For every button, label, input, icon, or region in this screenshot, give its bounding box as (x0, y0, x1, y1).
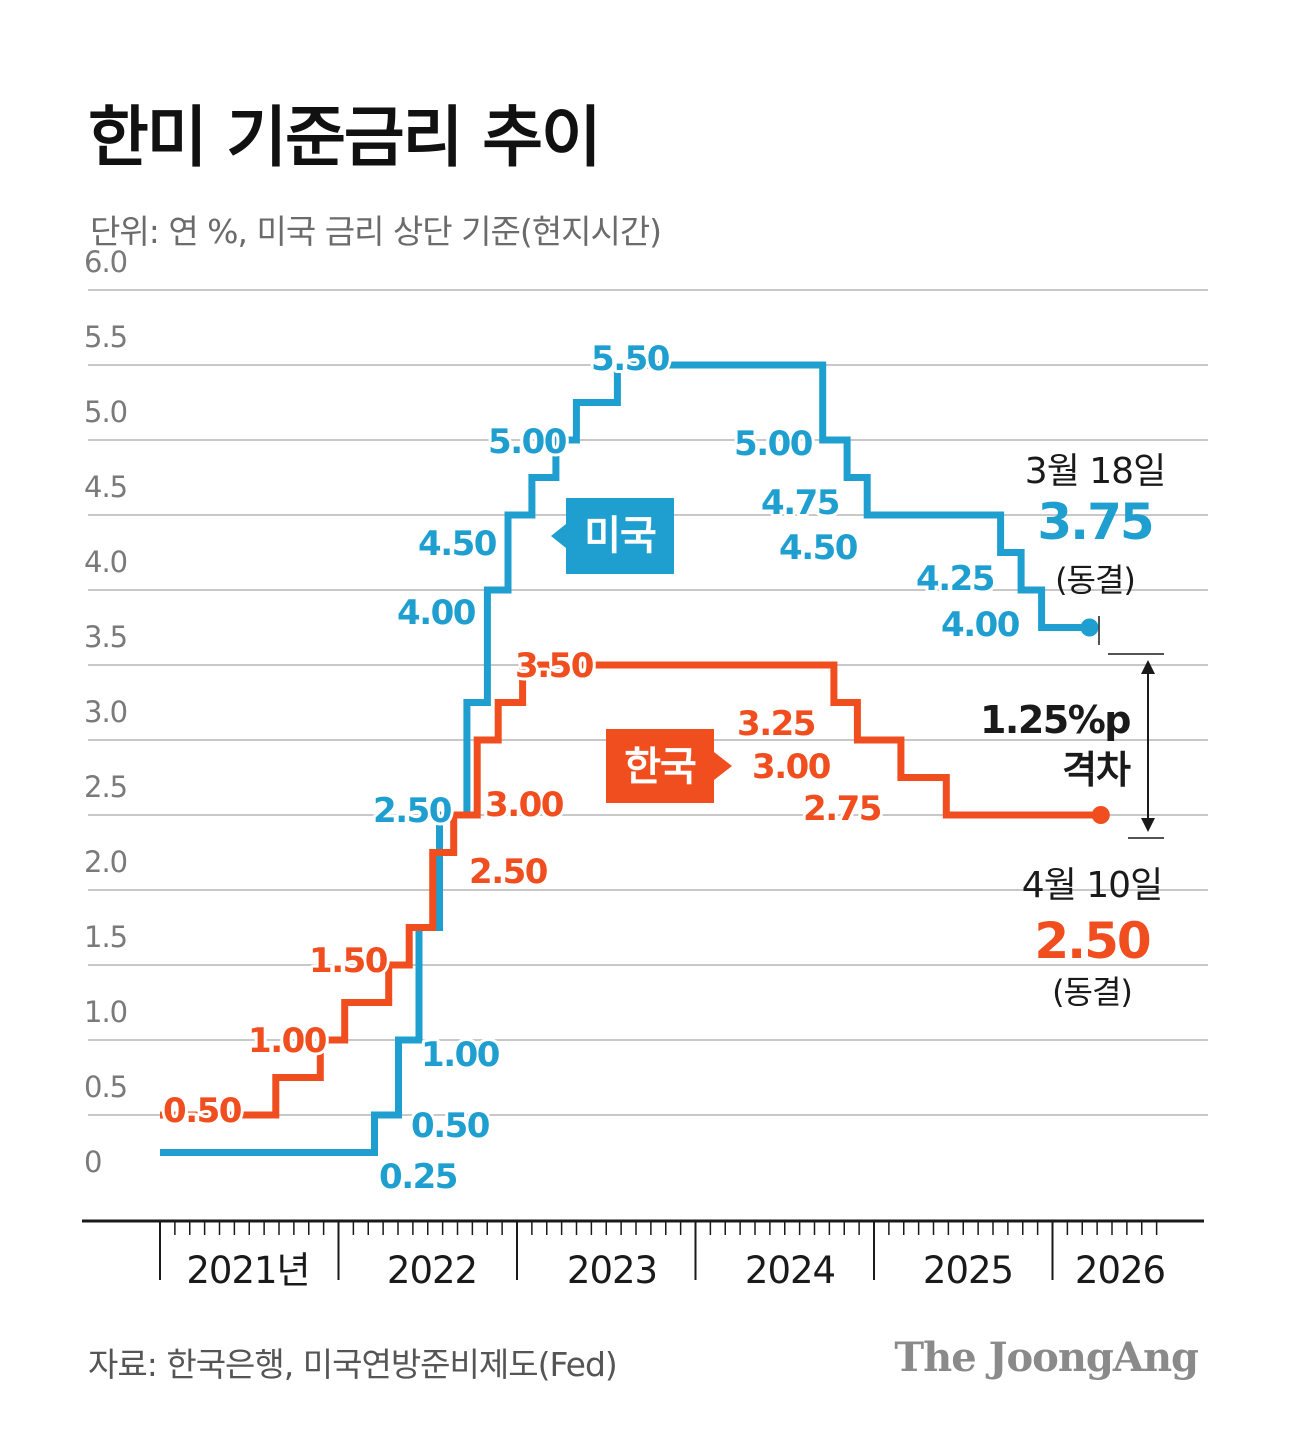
gap-annotation: 1.25%p 격차 (980, 616, 1164, 839)
y-tick-label: 6.0 (84, 245, 127, 279)
korea-value-label: 2.75 (803, 789, 881, 829)
gap-arrow-down-icon (1141, 818, 1155, 832)
gap-arrow-up-icon (1141, 660, 1155, 674)
us-latest-value: 3.75 (1037, 493, 1152, 551)
data-source: 자료: 한국은행, 미국연방준비제도(Fed) (88, 1345, 618, 1384)
us-rate-line (160, 361, 1090, 1156)
publisher-logo: The JoongAng (894, 1334, 1199, 1381)
korea-latest-date: 4월 10일 (1022, 865, 1162, 906)
korea-value-label: 3.00 (485, 785, 564, 825)
x-tick-label: 2025 (923, 1249, 1013, 1292)
us-value-label: 4.50 (418, 524, 497, 564)
us-value-label: 2.50 (373, 791, 452, 831)
korea-value-label: 0.50 (163, 1091, 242, 1131)
korea-latest-status: (동결) (1052, 973, 1132, 1011)
us-value-label: 5.50 (591, 339, 670, 379)
korea-end-marker (1091, 806, 1110, 824)
y-tick-label: 2.5 (84, 770, 127, 804)
us-latest-status: (동결) (1055, 561, 1135, 599)
y-tick-label: 3.0 (84, 695, 127, 729)
x-tick-label: 2023 (567, 1249, 657, 1292)
korea-tag-label: 한국 (624, 744, 696, 790)
y-tick-label: 1.5 (84, 920, 127, 954)
us-value-label: 1.00 (421, 1035, 500, 1075)
us-value-label: 0.25 (379, 1157, 457, 1197)
y-tick-label: 0 (84, 1145, 101, 1179)
y-tick-label: 4.0 (84, 545, 127, 579)
y-tick-label: 2.0 (84, 845, 127, 879)
y-tick-label: 3.5 (84, 620, 127, 654)
gap-value: 1.25%p (980, 698, 1130, 742)
x-tick-label: 2026 (1075, 1249, 1165, 1292)
us-latest-date: 3월 18일 (1025, 451, 1165, 492)
x-tick-label: 2024 (745, 1249, 835, 1292)
us-value-label: 4.75 (761, 483, 839, 523)
gap-label: 격차 (1062, 748, 1131, 792)
page-title: 한미 기준금리 추이 (88, 99, 602, 176)
us-value-label: 5.00 (488, 422, 567, 462)
korea-value-label: 3.00 (752, 747, 831, 787)
y-tick-label: 1.0 (84, 995, 127, 1029)
x-tick-label: 2022 (387, 1249, 477, 1292)
korea-value-label: 2.50 (469, 852, 548, 892)
us-end-marker (1080, 618, 1099, 637)
us-tag-box (551, 498, 674, 574)
korea-value-label: 3.25 (737, 704, 815, 744)
chart-subtitle: 단위: 연 %, 미국 금리 상단 기준(현지시간) (90, 212, 662, 251)
us-value-label: 4.00 (941, 605, 1020, 645)
korea-tag-box (606, 729, 732, 803)
y-tick-label: 4.5 (84, 470, 127, 504)
korea-value-label: 3.50 (515, 646, 594, 686)
korea-value-label: 1.50 (309, 941, 388, 981)
y-tick-label: 0.5 (84, 1070, 127, 1104)
us-series-tag: 미국 (551, 498, 674, 574)
y-tick-label: 5.5 (84, 320, 127, 354)
line-layer (160, 361, 1101, 1156)
value-label-layer: 0.250.501.002.504.004.505.005.505.004.75… (160, 336, 1024, 1200)
y-tick-label: 5.0 (84, 395, 127, 429)
us-value-label: 0.50 (411, 1106, 490, 1146)
us-value-label: 4.50 (779, 528, 858, 568)
x-axis: 2021년 2022 2023 2024 2025 2026 (82, 1219, 1204, 1292)
us-value-label: 4.25 (916, 559, 994, 599)
x-tick-label: 2021년 (186, 1249, 309, 1292)
us-tag-label: 미국 (584, 513, 656, 559)
korea-series-tag: 한국 (606, 729, 732, 803)
korea-latest-value: 2.50 (1034, 912, 1150, 970)
us-value-label: 4.00 (397, 593, 476, 633)
korea-rate-line (160, 661, 1101, 1119)
us-value-label: 5.00 (734, 424, 813, 464)
korea-value-label: 1.00 (248, 1021, 327, 1061)
